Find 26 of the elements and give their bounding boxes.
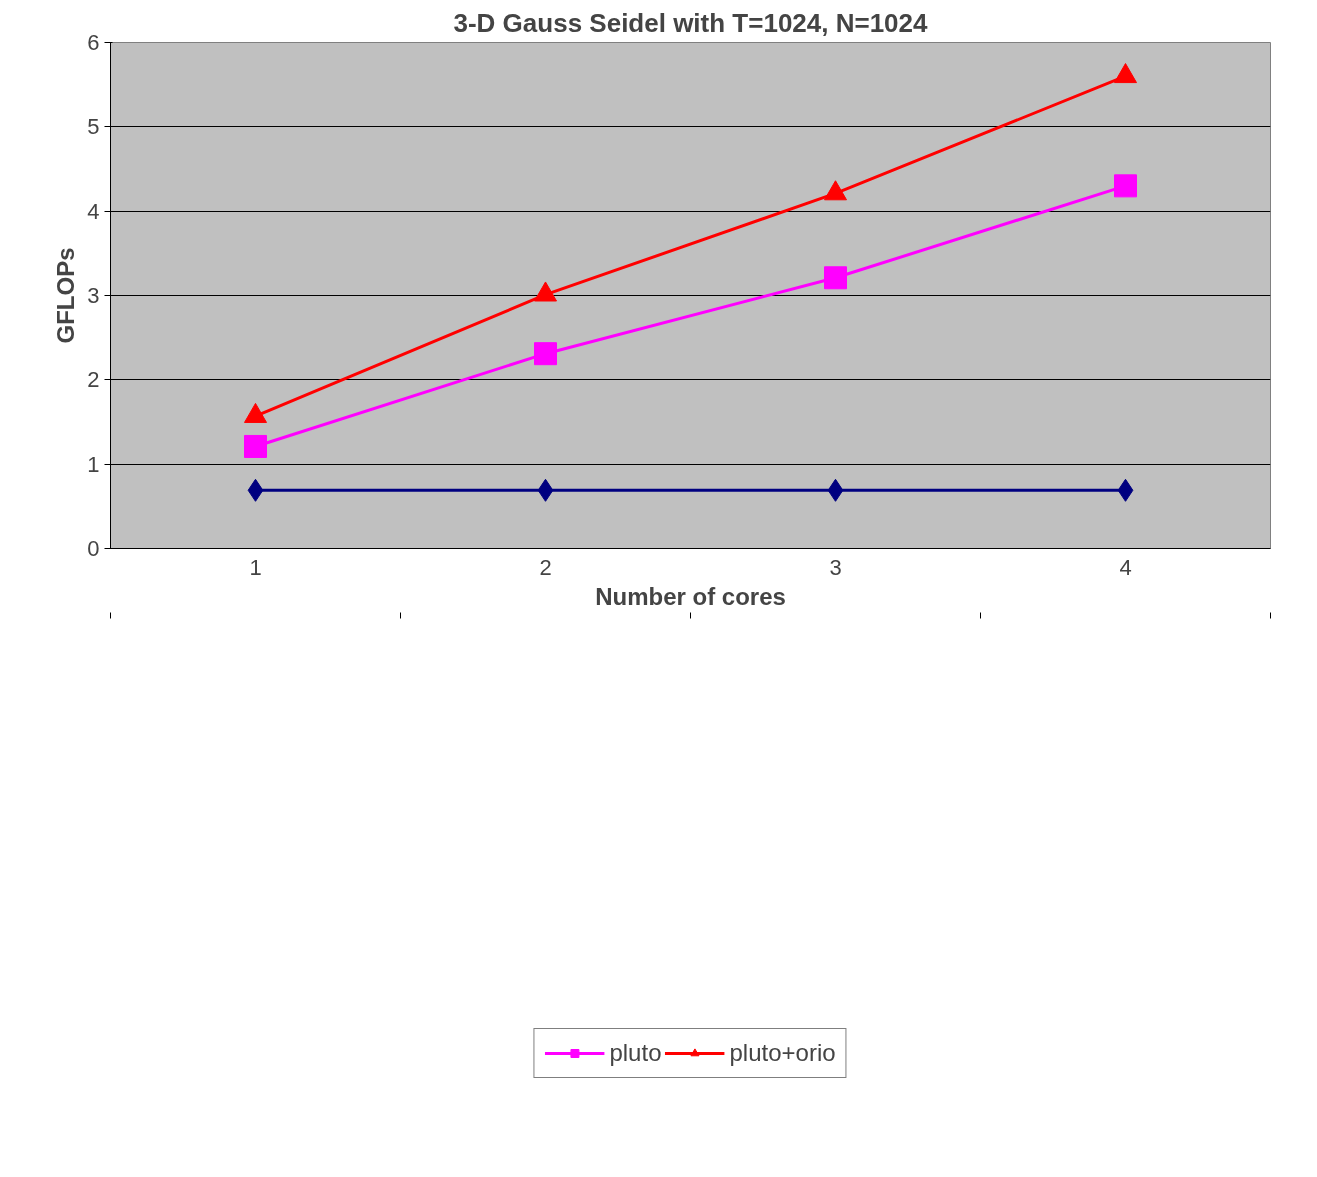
y-tick-label: 4 — [87, 198, 100, 224]
point — [247, 478, 264, 502]
legend-label: pluto+orio — [729, 1039, 836, 1067]
x-axis-title: Number of cores — [595, 582, 786, 610]
point — [824, 266, 847, 290]
point — [534, 342, 557, 366]
y-tick-label: 3 — [87, 283, 100, 308]
x-tick-label: 2 — [539, 554, 552, 580]
point — [827, 478, 844, 502]
y-tick-label: 5 — [87, 114, 100, 140]
point — [824, 180, 847, 201]
y-tick-label: 6 — [87, 30, 100, 55]
x-tick-label: 4 — [1119, 554, 1132, 580]
chart-title: 3-D Gauss Seidel with T=1024, N=1024 — [453, 7, 929, 38]
y-axis-title: GFLOPs — [52, 247, 80, 344]
legend-label: pluto — [609, 1039, 662, 1067]
point — [1117, 478, 1134, 502]
point — [537, 478, 554, 502]
point — [1114, 63, 1137, 84]
y-tick-label: 1 — [87, 451, 100, 477]
x-tick-label: 1 — [249, 554, 262, 580]
point — [244, 434, 267, 458]
point — [534, 281, 557, 302]
y-tick-label: 0 — [87, 536, 100, 561]
y-tick-label: 2 — [87, 367, 100, 393]
x-tick-label: 3 — [829, 554, 842, 580]
